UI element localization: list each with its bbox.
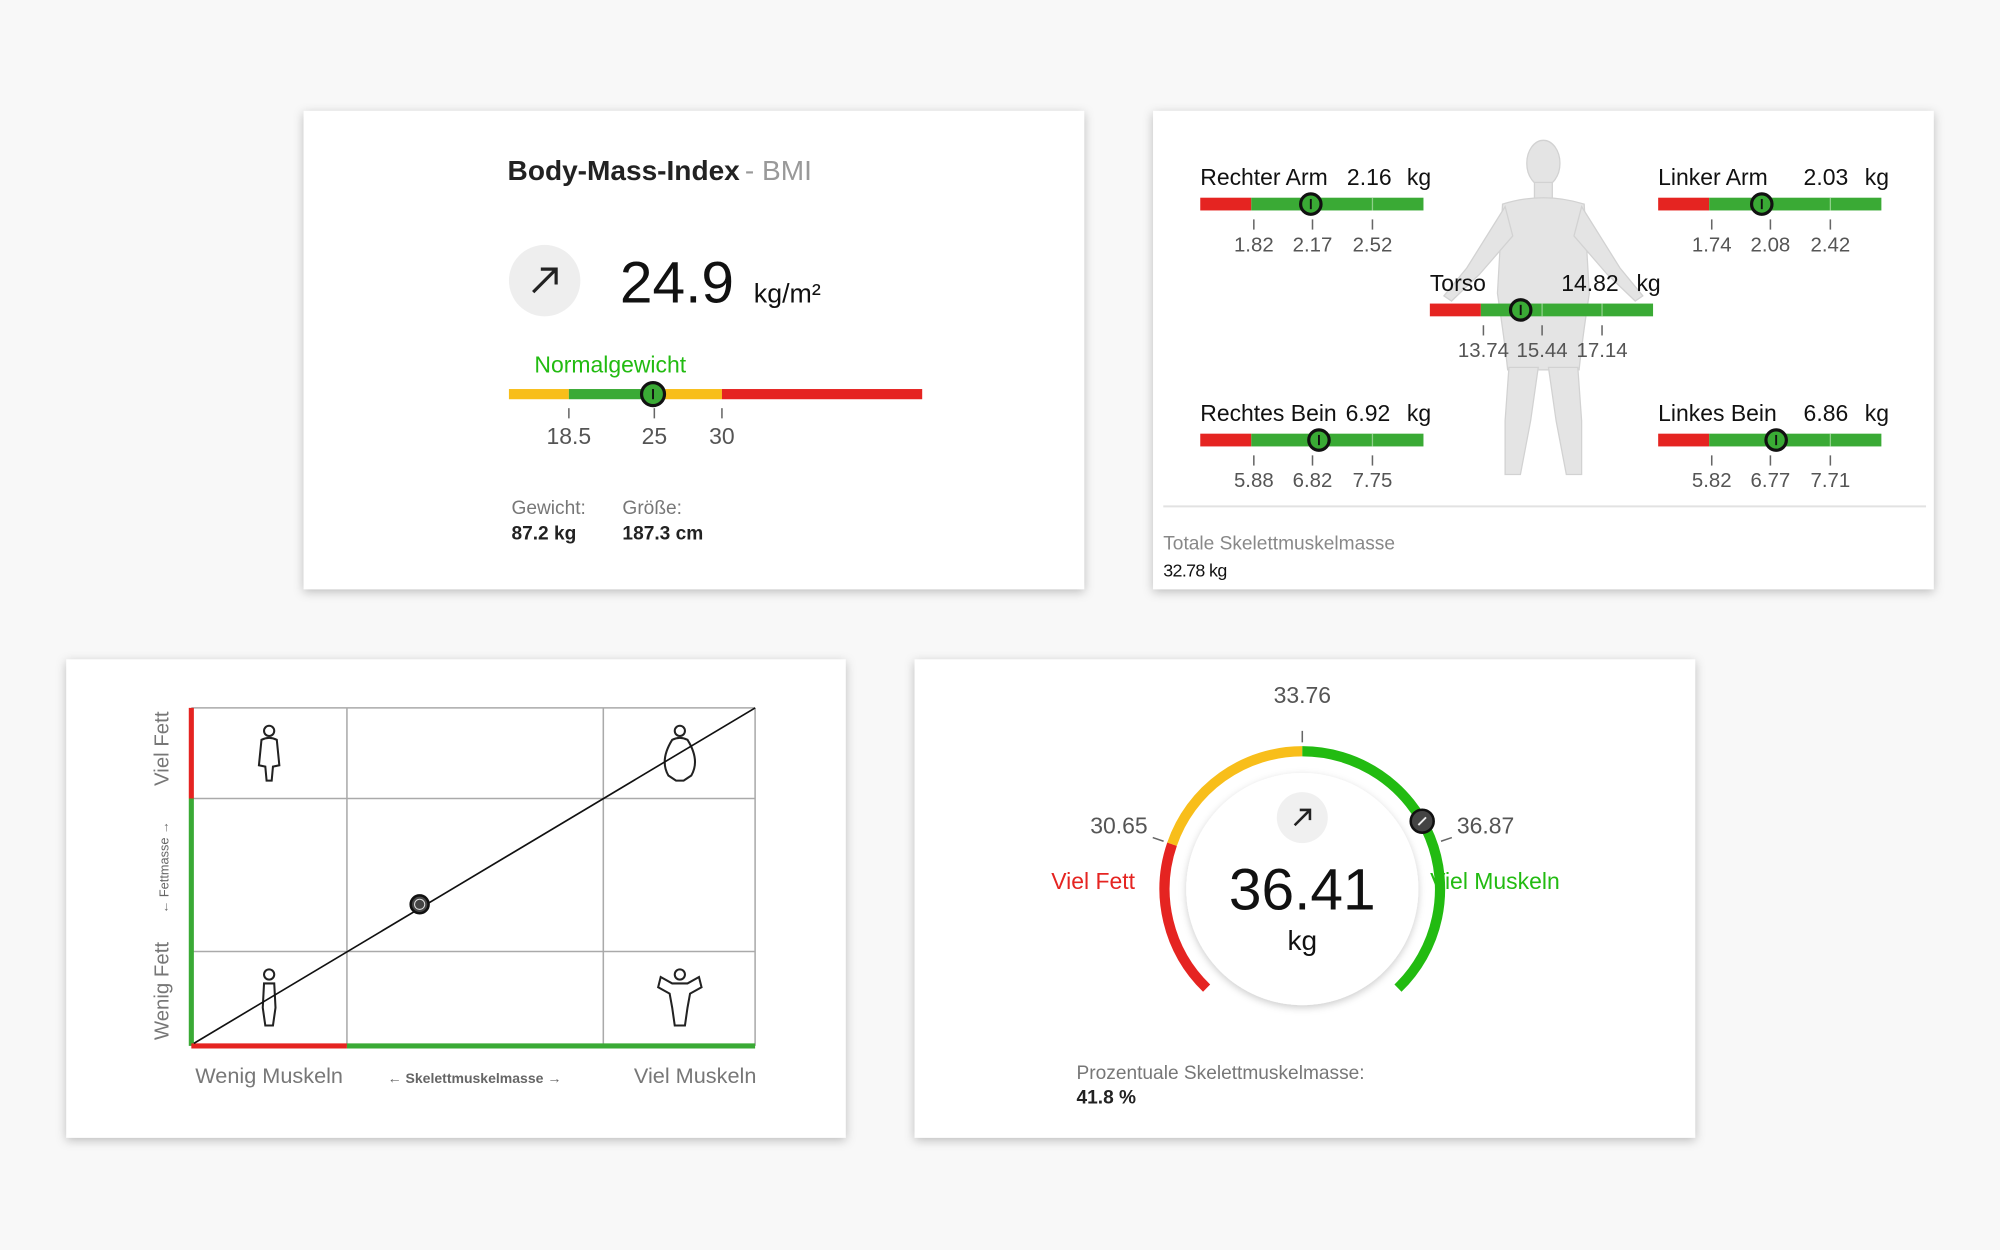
segment-bar-green bbox=[1709, 433, 1882, 447]
gauge-marker-pin bbox=[1417, 816, 1427, 826]
gauge-face bbox=[1186, 772, 1419, 1006]
segment-value: 2.16 bbox=[1347, 164, 1392, 190]
segment-value: 14.82 bbox=[1561, 270, 1618, 296]
bmi-tick-label: 18.5 bbox=[547, 423, 592, 449]
segment-bar-red bbox=[1200, 433, 1252, 447]
segment-tick-label: 6.77 bbox=[1751, 470, 1791, 492]
total-label: Totale Skelettmuskelmasse bbox=[1163, 534, 1395, 555]
bmi-bar-segment bbox=[663, 389, 722, 400]
gauge-arc-green bbox=[1302, 746, 1446, 992]
gauge-tick-label: 30.65 bbox=[1090, 813, 1147, 839]
segment-name: Rechter Arm bbox=[1200, 164, 1327, 190]
segment-name: Rechtes Bein bbox=[1200, 400, 1336, 426]
bmi-bar-segment bbox=[568, 389, 664, 400]
matrix-card bbox=[66, 659, 846, 1138]
bmi-tick-label: 30 bbox=[709, 423, 735, 449]
gauge-right-label: Viel Muskeln bbox=[1430, 868, 1560, 894]
segment-tick-label: 1.74 bbox=[1692, 234, 1732, 256]
card-title: Body-Mass-Index bbox=[508, 155, 741, 186]
segment-unit: kg bbox=[1865, 164, 1889, 190]
segment-name: Linker Arm bbox=[1658, 164, 1768, 190]
segment-value: 6.86 bbox=[1804, 400, 1849, 426]
segment-tick-label: 2.42 bbox=[1811, 234, 1851, 256]
height-value: 187.3 cm bbox=[622, 524, 703, 545]
height-label: Größe: bbox=[622, 498, 682, 519]
bmi-value: 24.9 bbox=[620, 250, 734, 315]
gauge-tick-label: 33.76 bbox=[1274, 682, 1331, 708]
gauge-tick bbox=[1152, 836, 1164, 842]
gauge-tick bbox=[1440, 836, 1453, 842]
segment-tick-label: 7.75 bbox=[1353, 470, 1393, 492]
gauge-arc-red bbox=[1159, 842, 1211, 992]
segment-bar-red bbox=[1658, 197, 1710, 211]
bmi-category: Normalgewicht bbox=[534, 351, 686, 377]
y-axis-label: ← Fettmasse → bbox=[156, 821, 171, 913]
gauge-unit: kg bbox=[1287, 925, 1317, 956]
y-label-top: Viel Fett bbox=[151, 711, 173, 786]
x-label-right: Viel Muskeln bbox=[634, 1063, 756, 1088]
footer-label: Prozentuale Skelettmuskelmasse: bbox=[1077, 1063, 1365, 1084]
segment-tick-label: 1.82 bbox=[1234, 234, 1274, 256]
matrix-marker bbox=[409, 894, 430, 915]
segment-tick-label: 5.82 bbox=[1692, 470, 1732, 492]
weight-value: 87.2 kg bbox=[511, 524, 576, 545]
gauge-tick-label: 36.87 bbox=[1457, 813, 1514, 839]
diagonal bbox=[193, 707, 756, 1045]
segment-tick-label: 6.82 bbox=[1293, 470, 1333, 492]
segment-name: Torso bbox=[1430, 270, 1486, 296]
segment-value: 6.92 bbox=[1346, 400, 1391, 426]
segment-name: Linkes Bein bbox=[1658, 400, 1777, 426]
segment-tick-label: 2.17 bbox=[1293, 234, 1333, 256]
x-label-left: Wenig Muskeln bbox=[195, 1063, 343, 1088]
bmi-unit: kg/m² bbox=[754, 278, 821, 308]
body-figure bbox=[1442, 139, 1644, 476]
trend-arrow bbox=[532, 267, 558, 294]
segment-bar-red bbox=[1200, 197, 1252, 211]
segment-bar-green bbox=[1251, 197, 1424, 211]
bmi-bar-segment bbox=[721, 389, 923, 400]
segment-tick-label: 13.74 bbox=[1458, 340, 1509, 362]
segment-tick-label: 7.71 bbox=[1811, 470, 1851, 492]
segment-tick-label: 5.88 bbox=[1234, 470, 1274, 492]
segment-tick-label: 2.08 bbox=[1751, 234, 1791, 256]
card-subtitle: - BMI bbox=[745, 155, 812, 186]
y-label-bottom: Wenig Fett bbox=[151, 942, 173, 1041]
segment-bar-green bbox=[1251, 433, 1424, 447]
bmi-bar-segment bbox=[508, 389, 569, 400]
x-axis-label: ← Skelettmuskelmasse → bbox=[388, 1070, 562, 1086]
segment-unit: kg bbox=[1636, 270, 1660, 296]
segment-bar-red bbox=[1658, 433, 1710, 447]
segment-unit: kg bbox=[1865, 400, 1889, 426]
weight-label: Gewicht: bbox=[511, 498, 585, 519]
footer-value: 41.8 % bbox=[1077, 1087, 1137, 1108]
trend-arrow bbox=[1293, 808, 1312, 827]
total-value: 32.78 kg bbox=[1163, 561, 1226, 581]
segment-tick-label: 2.52 bbox=[1353, 234, 1393, 256]
segment-value: 2.03 bbox=[1804, 164, 1849, 190]
segment-tick-label: 15.44 bbox=[1517, 340, 1568, 362]
gauge-left-label: Viel Fett bbox=[1051, 868, 1135, 894]
gauge-arc-yellow bbox=[1167, 746, 1303, 846]
bmi-card bbox=[303, 110, 1085, 590]
segment-bar-green bbox=[1480, 303, 1654, 317]
segment-bar-green bbox=[1709, 197, 1882, 211]
bmi-tick-label: 25 bbox=[642, 423, 668, 449]
segment-bar-red bbox=[1429, 303, 1481, 317]
segment-tick-label: 17.14 bbox=[1577, 340, 1628, 362]
gauge-value: 36.41 bbox=[1229, 857, 1376, 922]
segment-unit: kg bbox=[1407, 164, 1431, 190]
matrix-marker-ring bbox=[414, 898, 426, 910]
segment-unit: kg bbox=[1407, 400, 1431, 426]
